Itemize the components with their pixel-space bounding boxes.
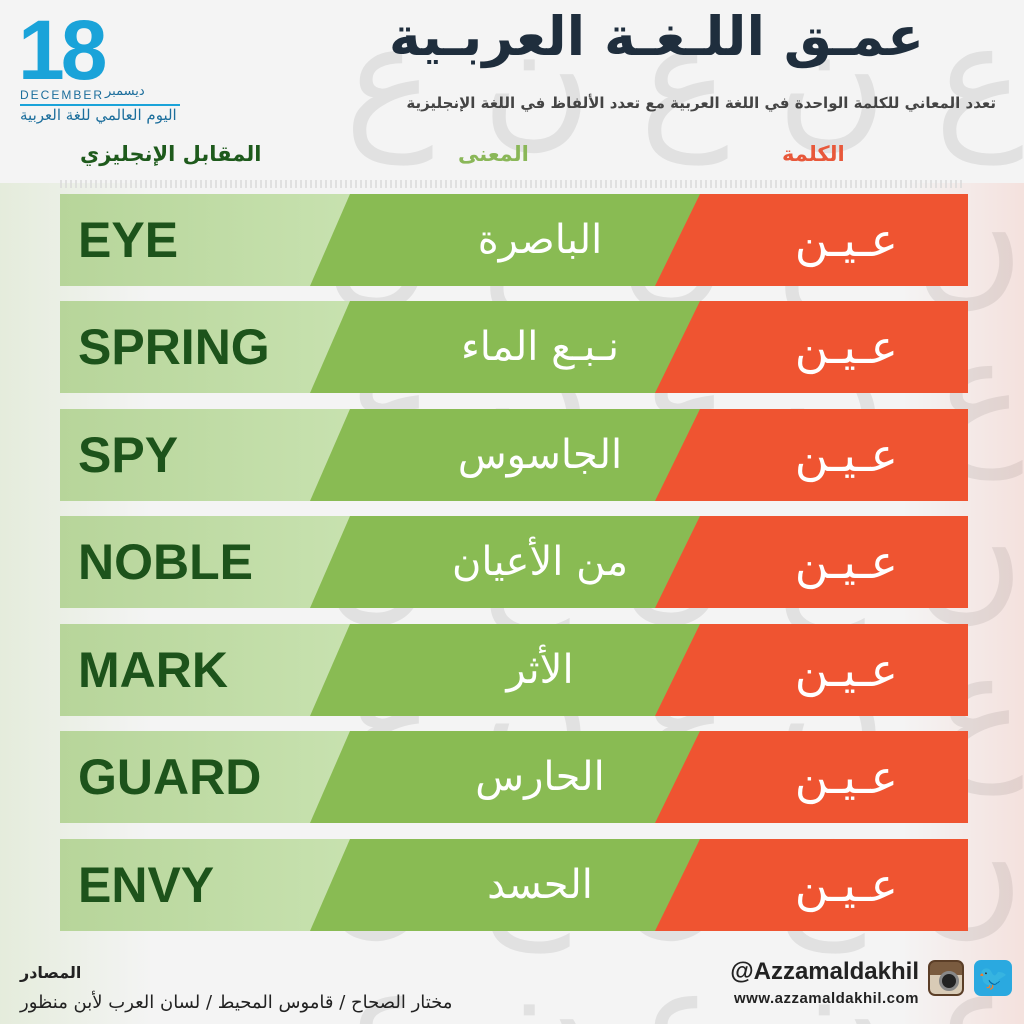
page-subtitle: تعدد المعاني للكلمة الواحدة في اللغة الع…: [406, 94, 996, 112]
author-website[interactable]: www.azzamaldakhil.com: [734, 990, 919, 1007]
english-cell: NOBLE: [60, 516, 360, 608]
meaning-cell: [310, 839, 730, 931]
logo-month-en: DECEMBER: [20, 88, 105, 102]
column-header-word: الكلمة: [782, 142, 845, 166]
instagram-icon[interactable]: [928, 960, 964, 996]
logo-day-name: اليوم العالمي للغة العربية: [20, 106, 177, 124]
english-cell: GUARD: [60, 731, 360, 823]
english-word: NOBLE: [78, 534, 253, 590]
table-row: GUARD الحارس عـيـن: [60, 731, 968, 823]
english-word: GUARD: [78, 749, 262, 805]
meaning-cell: [310, 516, 730, 608]
author-handle[interactable]: @Azzamaldakhil: [730, 958, 919, 985]
english-cell: ENVY: [60, 839, 360, 931]
meaning-text: الجاسوس: [457, 432, 623, 478]
arabic-word: عـيـن: [794, 858, 898, 912]
arabic-word: عـيـن: [794, 213, 898, 267]
twitter-icon[interactable]: 🐦: [974, 960, 1012, 996]
column-header-english: المقابل الإنجليزي: [80, 142, 262, 166]
sources-title: المصادر: [20, 963, 82, 982]
arabic-word: عـيـن: [794, 535, 898, 589]
arabic-word: عـيـن: [794, 320, 898, 374]
sources-list: مختار الصحاح / قاموس المحيط / لسان العرب…: [20, 992, 453, 1013]
logo-month-ar: ديسمبر: [105, 84, 145, 99]
meaning-text: الحارس: [475, 754, 605, 800]
english-cell: MARK: [60, 624, 360, 716]
word-cell: عـيـن: [655, 839, 968, 931]
meaning-text: نـبـع الماء: [460, 324, 620, 370]
table-row: SPRING نـبـع الماء عـيـن: [60, 301, 968, 393]
word-cell: عـيـن: [655, 409, 968, 501]
meaning-cell: [310, 301, 730, 393]
table-row: ENVY الحسد عـيـن: [60, 839, 968, 931]
arabic-word: عـيـن: [794, 750, 898, 804]
logo-number: 18: [18, 3, 107, 97]
meaning-cell: [310, 194, 730, 286]
word-cell: عـيـن: [655, 624, 968, 716]
meaning-text: الحسد: [487, 862, 593, 908]
meaning-cell: [310, 731, 730, 823]
word-cell: عـيـن: [655, 194, 968, 286]
logo-divider: [20, 104, 180, 106]
english-word: ENVY: [78, 857, 215, 913]
arabic-word: عـيـن: [794, 643, 898, 697]
table-row: SPY الجاسوس عـيـن: [60, 409, 968, 501]
english-word: EYE: [78, 212, 179, 268]
table-row: EYE الباصرة عـيـن: [60, 194, 968, 286]
english-cell: SPRING: [60, 301, 360, 393]
english-word: SPY: [78, 427, 179, 483]
table-row: MARK الأثر عـيـن: [60, 624, 968, 716]
meaning-cell: [310, 624, 730, 716]
column-header-meaning: المعنى: [458, 142, 529, 166]
english-cell: SPY: [60, 409, 360, 501]
word-cell: عـيـن: [655, 516, 968, 608]
page-title: عمـق اللـغـة العربـية: [388, 5, 924, 68]
meaning-text: الباصرة: [477, 217, 603, 263]
word-cell: عـيـن: [655, 731, 968, 823]
header-divider: [60, 180, 964, 188]
arabic-day-logo: 18 DECEMBER ديسمبر اليوم العالمي للغة ال…: [10, 8, 190, 128]
meaning-text: من الأعيان: [451, 539, 628, 585]
english-word: SPRING: [78, 319, 270, 375]
table-row: NOBLE من الأعيان عـيـن: [60, 516, 968, 608]
word-cell: عـيـن: [655, 301, 968, 393]
english-cell: EYE: [60, 194, 360, 286]
arabic-word: عـيـن: [794, 428, 898, 482]
meaning-text: الأثر: [506, 647, 574, 693]
english-word: MARK: [78, 642, 228, 698]
meaning-cell: [310, 409, 730, 501]
